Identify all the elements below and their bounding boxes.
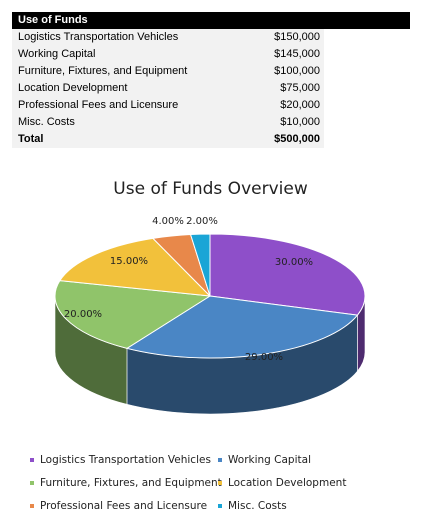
pie-slice	[54, 280, 212, 349]
pie-slice	[189, 233, 211, 297]
legend-label: Location Development	[228, 477, 347, 489]
legend-item: Furniture, Fixtures, and Equipment	[30, 477, 222, 489]
row-value: $10,000	[280, 116, 320, 128]
pie-data-label: 20.00%	[64, 309, 102, 320]
legend-item: Location Development	[218, 477, 346, 489]
row-value: $100,000	[274, 65, 320, 77]
pie-slice	[125, 295, 359, 359]
legend-item: Professional Fees and Licensure	[30, 500, 207, 512]
table-row: Professional Fees and Licensure $20,000	[12, 97, 324, 114]
total-label: Total	[18, 133, 44, 145]
legend-label: Misc. Costs	[228, 500, 287, 512]
use-of-funds-table: Use of Funds Logistics Transportation Ve…	[12, 12, 410, 148]
row-label: Logistics Transportation Vehicles	[18, 31, 179, 43]
chart-title: Use of Funds Overview	[113, 179, 308, 199]
legend-swatch	[218, 504, 222, 508]
row-label: Furniture, Fixtures, and Equipment	[18, 65, 188, 77]
legend-item: Working Capital	[218, 454, 311, 466]
legend-item: Logistics Transportation Vehicles	[30, 454, 211, 466]
legend-swatch	[218, 481, 222, 485]
row-value: $20,000	[280, 99, 320, 111]
row-value: $75,000	[280, 82, 320, 94]
legend-label: Furniture, Fixtures, and Equipment	[40, 477, 222, 489]
table-row: Misc. Costs $10,000	[12, 114, 324, 131]
table-row: Working Capital $145,000	[12, 46, 324, 63]
row-label: Misc. Costs	[18, 116, 75, 128]
pie-data-label: 15.00%	[110, 256, 148, 267]
row-value: $145,000	[274, 48, 320, 60]
pie-data-label: 2.00%	[186, 216, 218, 227]
legend-label: Professional Fees and Licensure	[40, 500, 208, 512]
legend-swatch	[218, 458, 222, 462]
table-row: Logistics Transportation Vehicles $150,00…	[12, 29, 324, 46]
legend-swatch	[30, 458, 34, 462]
pie-data-label: 29.00%	[245, 352, 283, 363]
legend-item: Misc. Costs	[218, 500, 287, 512]
row-label: Location Development	[18, 82, 128, 94]
table-total-row: Total $500,000	[12, 131, 324, 148]
legend-swatch	[30, 481, 34, 485]
table-row: Location Development $75,000	[12, 80, 324, 97]
table-row: Furniture, Fixtures, and Equipment $100,0…	[12, 63, 324, 80]
total-value: $500,000	[274, 133, 320, 145]
pie-slice	[59, 237, 212, 297]
row-label: Professional Fees and Licensure	[18, 99, 179, 111]
row-value: $150,000	[274, 31, 320, 43]
pie-data-label: 30.00%	[275, 257, 313, 268]
pie-slice	[209, 233, 366, 316]
row-label: Working Capital	[18, 48, 96, 60]
legend-label: Working Capital	[228, 454, 311, 466]
table-header: Use of Funds	[12, 12, 410, 29]
legend-label: Logistics Transportation Vehicles	[40, 454, 211, 466]
legend-swatch	[30, 504, 34, 508]
pie-data-label: 4.00%	[152, 216, 184, 227]
